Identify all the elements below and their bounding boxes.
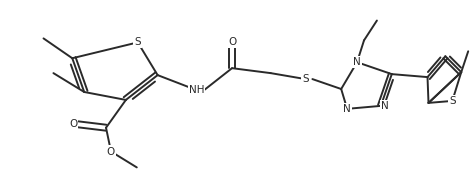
Text: O: O [228,37,236,47]
Text: N: N [353,57,361,67]
Text: S: S [449,96,456,106]
Text: O: O [107,147,115,156]
Text: S: S [135,37,141,47]
Text: S: S [302,74,309,84]
Text: NH: NH [189,85,204,95]
Text: O: O [69,119,77,129]
Text: N: N [381,101,389,111]
Text: N: N [343,104,351,114]
